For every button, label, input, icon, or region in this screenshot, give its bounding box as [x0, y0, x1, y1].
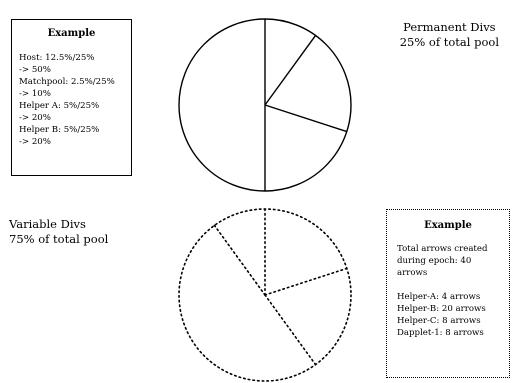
permanent-example-line: Host: 12.5%/25%: [19, 53, 95, 63]
permanent-example-line: -> 20%: [19, 137, 51, 147]
variable-divs-pie: [178, 208, 352, 382]
permanent-example-line: Helper A: 5%/25%: [19, 101, 100, 111]
pie-slice-divider: [213, 224, 266, 296]
variable-example-intro-line: arrows: [397, 268, 428, 278]
variable-example-line: Helper-B: 20 arrows: [397, 304, 486, 314]
permanent-example-body: Host: 12.5%/25% -> 50% Matchpool: 2.5%/2…: [12, 52, 131, 148]
permanent-example-box: Example Host: 12.5%/25% -> 50% Matchpool…: [11, 19, 132, 176]
permanent-divs-pie: [178, 18, 352, 192]
variable-divs-subtitle: 75% of total pool: [9, 232, 109, 246]
variable-example-line: Helper-A: 4 arrows: [397, 292, 481, 302]
pie-slice-divider: [264, 294, 317, 366]
variable-divs-title: Variable Divs: [9, 217, 86, 231]
permanent-example-title: Example: [47, 28, 96, 39]
permanent-divs-subtitle: 25% of total pool: [399, 35, 499, 49]
variable-example-intro-line: during epoch: 40: [397, 256, 472, 266]
variable-divs-label: Variable Divs 75% of total pool: [9, 217, 108, 247]
permanent-example-line: -> 50%: [19, 65, 51, 75]
variable-example-intro-line: Total arrows created: [397, 244, 488, 254]
permanent-example-line: Helper B: 5%/25%: [19, 125, 100, 135]
pie-slice-divider: [264, 267, 348, 296]
spacer: [397, 279, 509, 291]
variable-example-body: Total arrows created during epoch: 40 ar…: [387, 243, 509, 339]
permanent-example-line: -> 10%: [19, 89, 51, 99]
pie-slice-divider: [264, 104, 348, 133]
pie-slice-divider: [264, 35, 317, 106]
variable-example-box: Example Total arrows created during epoc…: [386, 209, 510, 378]
variable-example-title: Example: [424, 220, 472, 231]
permanent-divs-title: Permanent Divs: [403, 20, 496, 34]
permanent-example-line: -> 20%: [19, 113, 51, 123]
variable-example-line: Dapplet-1: 8 arrows: [397, 328, 484, 338]
permanent-example-line: Matchpool: 2.5%/25%: [19, 77, 115, 87]
variable-example-line: Helper-C: 8 arrows: [397, 316, 481, 326]
permanent-divs-label: Permanent Divs 25% of total pool: [400, 20, 499, 50]
